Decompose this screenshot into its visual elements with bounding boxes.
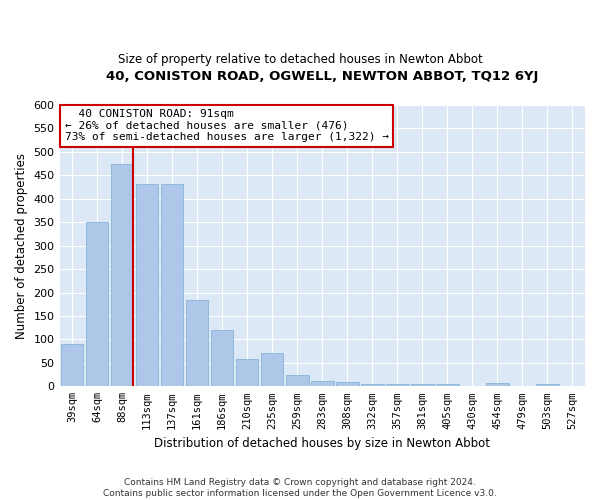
Bar (361, 384, 383, 386)
Bar (486, 384, 509, 386)
Bar (186, 300, 208, 386)
Bar (211, 330, 233, 386)
Bar (286, 374, 308, 386)
X-axis label: Distribution of detached houses by size in Newton Abbot: Distribution of detached houses by size … (154, 437, 490, 450)
Bar (136, 184, 158, 386)
Text: Contains HM Land Registry data © Crown copyright and database right 2024.
Contai: Contains HM Land Registry data © Crown c… (103, 478, 497, 498)
Bar (411, 384, 434, 386)
Bar (86, 222, 109, 386)
Bar (536, 384, 559, 386)
Bar (161, 184, 184, 386)
Bar (336, 382, 359, 386)
Text: 40 CONISTON ROAD: 91sqm
← 26% of detached houses are smaller (476)
73% of semi-d: 40 CONISTON ROAD: 91sqm ← 26% of detache… (65, 109, 389, 142)
Bar (436, 384, 458, 386)
Bar (111, 164, 133, 386)
Bar (236, 359, 259, 386)
Y-axis label: Number of detached properties: Number of detached properties (15, 152, 28, 338)
Bar (61, 344, 83, 387)
Bar (386, 384, 409, 386)
Title: 40, CONISTON ROAD, OGWELL, NEWTON ABBOT, TQ12 6YJ: 40, CONISTON ROAD, OGWELL, NEWTON ABBOT,… (106, 70, 538, 83)
Bar (311, 380, 334, 386)
Bar (261, 354, 283, 386)
Text: Size of property relative to detached houses in Newton Abbot: Size of property relative to detached ho… (118, 52, 482, 66)
